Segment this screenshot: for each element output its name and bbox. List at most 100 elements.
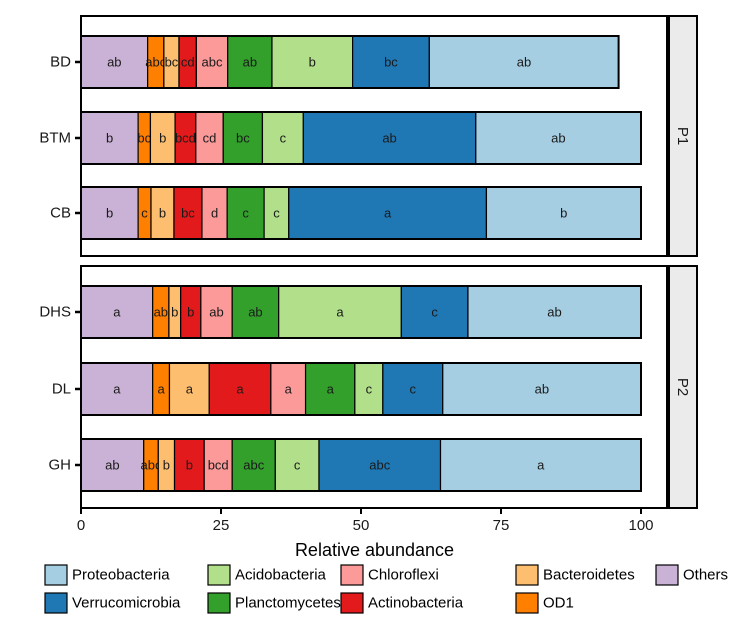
legend-label: Planctomycetes (235, 595, 341, 612)
bar-segment-planctomycetes (231, 438, 276, 492)
facet-strip (667, 265, 698, 509)
significance-letter: b (106, 206, 113, 221)
significance-letter: c (410, 382, 417, 397)
legend-swatch-od1 (515, 592, 539, 614)
significance-letter: b (159, 131, 166, 146)
bar-segment-chloroflexi (201, 186, 228, 240)
significance-letter: bcd (175, 131, 196, 146)
x-tick-label: 50 (353, 517, 370, 534)
legend-swatch-proteobacteria (44, 564, 68, 586)
y-tick-label: DHS (39, 304, 71, 321)
significance-letter: c (242, 206, 249, 221)
significance-letter: ab (105, 458, 119, 473)
bar-segment-chloroflexi (203, 438, 233, 492)
significance-letter: c (431, 305, 438, 320)
y-tick-label: BTM (39, 130, 71, 147)
y-tick-label: BD (50, 54, 71, 71)
significance-letter: abc (202, 55, 223, 70)
y-tick-label: GH (49, 457, 72, 474)
significance-letter: bc (137, 131, 151, 146)
legend-label: Actinobacteria (368, 595, 464, 612)
bar-segment-others (80, 186, 139, 240)
legend-swatch-others (655, 564, 679, 586)
legend-swatch-bacteroidetes (515, 564, 539, 586)
significance-letter: a (537, 458, 545, 473)
bar-segment-acidobacteria (271, 35, 354, 89)
legend-label: Others (683, 567, 728, 584)
legend-label: Bacteroidetes (543, 567, 635, 584)
significance-letter: a (336, 305, 344, 320)
significance-letter: bcd (208, 458, 229, 473)
x-axis-title: Relative abundance (295, 540, 454, 560)
legend-label: Chloroflexi (368, 567, 439, 584)
significance-letter: c (273, 206, 280, 221)
significance-letter: c (280, 131, 287, 146)
bar-segment-verrucomicrobia (302, 111, 477, 165)
significance-letter: a (113, 305, 121, 320)
legend-swatch-chloroflexi (340, 564, 364, 586)
significance-letter: a (113, 382, 121, 397)
significance-letter: ab (154, 305, 168, 320)
x-tick-label: 0 (77, 517, 85, 534)
significance-letter: ab (107, 55, 121, 70)
significance-letter: c (294, 458, 301, 473)
significance-letter: a (384, 206, 392, 221)
significance-letter: b (163, 458, 170, 473)
legend-label: Acidobacteria (235, 567, 327, 584)
significance-letter: c (141, 206, 148, 221)
y-tick-label: CB (50, 205, 71, 222)
significance-letter: ab (535, 382, 549, 397)
bar-segment-chloroflexi (270, 362, 307, 416)
significance-letter: b (186, 458, 193, 473)
x-tick-label: 75 (493, 517, 510, 534)
significance-letter: a (186, 382, 194, 397)
bar-segment-proteobacteria (439, 438, 642, 492)
significance-letter: bc (181, 206, 195, 221)
bar-segment-chloroflexi (200, 285, 233, 339)
legend-label: OD1 (543, 595, 574, 612)
significance-letter: b (187, 305, 194, 320)
legend-swatch-acidobacteria (207, 564, 231, 586)
significance-letter: cd (181, 55, 195, 70)
significance-letter: a (157, 382, 165, 397)
significance-letter: ab (382, 131, 396, 146)
significance-letter: cd (203, 131, 217, 146)
bar-segment-verrucomicrobia (318, 438, 442, 492)
legend-swatch-planctomycetes (207, 592, 231, 614)
significance-letter: b (106, 131, 113, 146)
significance-letter: c (366, 382, 373, 397)
bar-segment-verrucomicrobia (352, 35, 430, 89)
significance-letter: abc (369, 458, 390, 473)
significance-letter: ab (248, 305, 262, 320)
legend-swatch-actinobacteria (340, 592, 364, 614)
significance-letter: ab (551, 131, 565, 146)
significance-letter: b (560, 206, 567, 221)
significance-letter: ab (547, 305, 561, 320)
significance-letter: b (171, 305, 178, 320)
bar-segment-proteobacteria (442, 362, 642, 416)
significance-letter: ab (243, 55, 257, 70)
significance-letter: bc (236, 131, 250, 146)
significance-letter: ab (209, 305, 223, 320)
significance-letter: abc (141, 458, 162, 473)
significance-letter: a (285, 382, 293, 397)
significance-letter: abc (243, 458, 264, 473)
x-tick-label: 100 (628, 517, 653, 534)
legend-swatch-verrucomicrobia (44, 592, 68, 614)
bar-segment-acidobacteria (354, 362, 384, 416)
significance-letter: a (327, 382, 335, 397)
bar-segment-planctomycetes (231, 285, 280, 339)
significance-letter: b (309, 55, 316, 70)
facet-label: P2 (674, 378, 691, 396)
significance-letter: a (236, 382, 244, 397)
significance-letter: bc (165, 55, 179, 70)
legend-label: Verrucomicrobia (72, 595, 181, 612)
facet-strip (667, 15, 698, 257)
bar-segment-chloroflexi (195, 111, 224, 165)
significance-letter: b (159, 206, 166, 221)
bar-segment-acidobacteria (261, 111, 304, 165)
facet-label: P1 (674, 127, 691, 145)
bar-segment-others (80, 285, 154, 339)
x-tick-label: 25 (213, 517, 230, 534)
